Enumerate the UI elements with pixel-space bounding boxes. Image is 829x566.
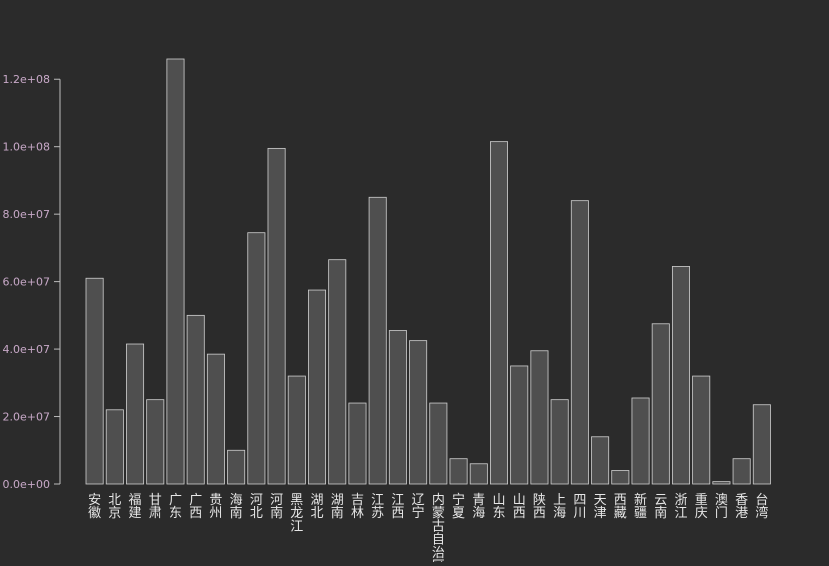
bar-陕西 (530, 350, 549, 485)
category-label-广东: 广东 (169, 493, 182, 521)
category-label-黑龙江: 黑龙江 (290, 493, 303, 534)
y-axis: 0.0e+00 2.0e+07 4.0e+07 6.0e+07 8.0e+07 1.0e+… (3, 73, 61, 491)
category-label-新疆: 新疆 (634, 492, 647, 521)
bar-山西 (510, 365, 529, 485)
bar-浙江 (671, 266, 690, 485)
y-tick-label: 1.2e+08 (3, 73, 50, 86)
bar-宁夏 (449, 458, 468, 485)
bar-内蒙古自治区 (429, 402, 448, 485)
category-label-福建: 福建 (129, 493, 142, 521)
category-label-浙江: 浙江 (674, 493, 687, 521)
bar-云南 (651, 323, 670, 485)
bar-台湾 (752, 404, 771, 485)
bar-湖南 (328, 259, 347, 485)
y-tick-label: 6.0e+07 (3, 276, 50, 289)
category-label-青海: 青海 (472, 493, 485, 521)
bar-江西 (388, 330, 407, 485)
category-label-湖北: 湖北 (311, 493, 324, 521)
category-label-河南: 河南 (270, 493, 283, 521)
bar-福建 (126, 343, 145, 485)
category-label-广西: 广西 (189, 493, 202, 521)
bar-黑龙江 (287, 375, 306, 485)
category-label-四川: 四川 (573, 493, 586, 521)
y-tick-label: 1.0e+08 (3, 141, 50, 154)
category-labels: 安徽北京福建甘肃广东广西贵州海南河北河南黑龙江湖北湖南吉林江苏江西辽宁内蒙古自治… (88, 492, 768, 566)
category-label-安徽: 安徽 (88, 493, 101, 521)
y-tick-label: 2.0e+07 (3, 411, 50, 424)
category-label-上海: 上海 (553, 493, 566, 521)
category-label-江西: 江西 (391, 493, 404, 521)
category-label-海南: 海南 (230, 493, 243, 521)
category-label-云南: 云南 (654, 493, 667, 521)
bar-安徽 (85, 277, 104, 485)
bar-广西 (186, 314, 205, 485)
category-label-甘肃: 甘肃 (149, 493, 162, 521)
category-label-重庆: 重庆 (695, 492, 708, 521)
category-label-北京: 北京 (108, 493, 121, 521)
y-tick-label: 0.0e+00 (3, 478, 50, 491)
category-label-内蒙古自治区: 内蒙古自治区 (432, 492, 445, 562)
bar-天津 (591, 436, 610, 485)
category-label-香港: 香港 (735, 493, 748, 521)
category-label-宁夏: 宁夏 (452, 492, 465, 521)
category-label-山东: 山东 (492, 493, 505, 521)
bar-海南 (227, 449, 246, 485)
category-label-贵州: 贵州 (209, 493, 222, 521)
y-tick-label: 4.0e+07 (3, 343, 50, 356)
bar-辽宁 (409, 340, 428, 485)
category-label-台湾: 台湾 (755, 493, 768, 521)
bar-四川 (570, 200, 589, 485)
category-label-河北: 河北 (250, 493, 263, 521)
bar-广东 (166, 58, 185, 485)
category-label-澳门: 澳门 (715, 492, 728, 521)
bar-吉林 (348, 402, 367, 485)
category-label-西藏: 西藏 (614, 493, 627, 521)
category-label-天津: 天津 (594, 493, 607, 521)
bar-贵州 (206, 353, 225, 485)
bar-西藏 (611, 470, 630, 485)
bar-澳门 (712, 481, 731, 485)
bar-湖北 (308, 289, 327, 485)
bar-江苏 (368, 196, 387, 485)
bar-甘肃 (146, 399, 165, 485)
y-tick-label: 8.0e+07 (3, 208, 50, 221)
bar-山东 (489, 141, 508, 485)
bar-香港 (732, 458, 751, 485)
category-label-湖南: 湖南 (331, 493, 344, 521)
category-label-陕西: 陕西 (533, 493, 546, 521)
bar-河北 (247, 232, 266, 485)
bar-新疆 (631, 397, 650, 485)
bar-青海 (469, 463, 488, 485)
category-label-山西: 山西 (513, 493, 526, 521)
category-label-吉林: 吉林 (351, 493, 364, 521)
bar-重庆 (692, 375, 711, 485)
category-label-辽宁: 辽宁 (412, 493, 425, 521)
category-label-江苏: 江苏 (371, 493, 384, 521)
bar-北京 (105, 409, 124, 485)
bars (85, 58, 771, 485)
bar-上海 (550, 399, 569, 485)
bar-河南 (267, 147, 286, 485)
